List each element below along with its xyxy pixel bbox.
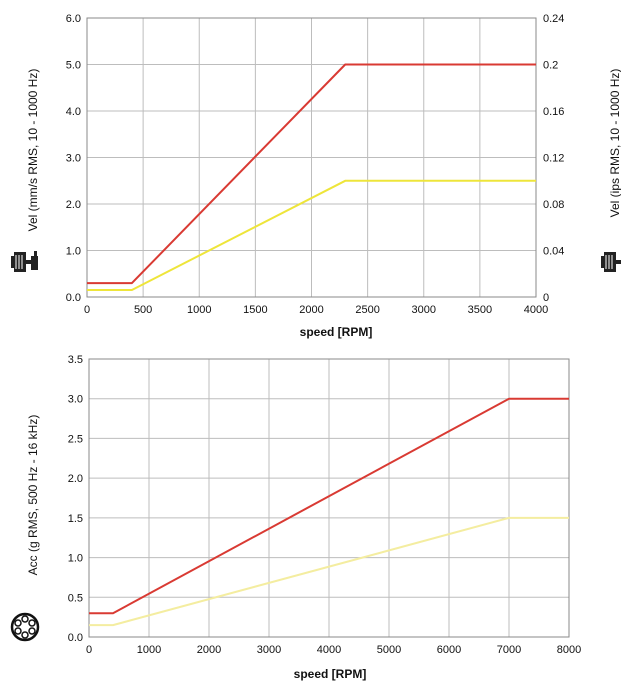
y-tick-label: 1.0 <box>68 553 83 565</box>
right-y-tick-label: 0.24 <box>543 13 564 25</box>
acceleration-chart: 0 1000 2000 3000 4000 5000 6000 7000 8000 0.0 0.5 1… <box>68 354 582 656</box>
series-line-1 <box>87 63 536 285</box>
plot-frame <box>88 358 570 638</box>
y-tick-label: 6.0 <box>66 13 81 25</box>
y-tick-label: 1.5 <box>68 513 83 525</box>
series-line-1 <box>89 397 569 615</box>
y-tick-label: 2.0 <box>66 199 81 211</box>
right-y-tick-label: 0.2 <box>543 60 558 72</box>
velocity-chart: 0 500 1000 1500 2000 2500 3000 3500 4000 0.0 1.0 2.… <box>66 13 565 316</box>
x-tick-label: 4000 <box>524 304 548 316</box>
x-tick-label: 3500 <box>468 304 492 316</box>
y-tick-label: 0.0 <box>68 632 83 644</box>
y-tick-label: 1.0 <box>66 246 81 258</box>
motor-pump-icon <box>11 251 38 272</box>
x-tick-label: 1000 <box>187 304 211 316</box>
x-tick-label: 4000 <box>317 644 341 656</box>
right-y-tick-label: 0.12 <box>543 153 564 165</box>
x-tick-label: 2000 <box>197 644 221 656</box>
y-tick-label: 5.0 <box>66 60 81 72</box>
y-tick-label: 2.0 <box>68 473 83 485</box>
y-tick-label: 3.5 <box>68 354 83 366</box>
x-tick-label: 8000 <box>557 644 581 656</box>
y-tick-label: 0.5 <box>68 592 83 604</box>
x-tick-label: 500 <box>134 304 152 316</box>
series-line-2 <box>89 516 569 627</box>
x-tick-label: 0 <box>86 644 92 656</box>
x-tick-label: 0 <box>84 304 90 316</box>
x-tick-label: 3000 <box>412 304 436 316</box>
acceleration-x-axis-label: speed [RPM] <box>294 667 367 681</box>
y-tick-label: 2.5 <box>68 433 83 445</box>
y-tick-label: 4.0 <box>66 106 81 118</box>
velocity-x-axis-label: speed [RPM] <box>300 325 373 339</box>
x-tick-label: 2500 <box>355 304 379 316</box>
x-tick-label: 1500 <box>243 304 267 316</box>
velocity-right-y-axis-label: Vel (ips RMS, 10 - 1000 Hz) <box>608 69 621 218</box>
x-tick-label: 2000 <box>299 304 323 316</box>
x-tick-label: 6000 <box>437 644 461 656</box>
x-tick-label: 1000 <box>137 644 161 656</box>
plot-frame <box>86 17 537 298</box>
bearing-icon <box>10 612 40 642</box>
acceleration-y-axis-label: Acc (g RMS, 500 Hz - 16 kHz) <box>26 415 40 576</box>
right-y-tick-label: 0.08 <box>543 199 564 211</box>
x-tick-label: 7000 <box>497 644 521 656</box>
right-y-tick-label: 0.04 <box>543 246 564 258</box>
x-tick-label: 3000 <box>257 644 281 656</box>
series-line-2 <box>87 179 536 291</box>
x-tick-label: 5000 <box>377 644 401 656</box>
velocity-y-axis-label: Vel (mm/s RMS, 10 - 1000 Hz) <box>26 69 40 232</box>
right-y-tick-label: 0.16 <box>543 106 564 118</box>
y-tick-label: 3.0 <box>66 153 81 165</box>
right-y-tick-label: 0 <box>543 292 549 304</box>
y-tick-label: 0.0 <box>66 292 81 304</box>
y-tick-label: 3.0 <box>68 394 83 406</box>
motor-pump-icon <box>601 252 621 272</box>
